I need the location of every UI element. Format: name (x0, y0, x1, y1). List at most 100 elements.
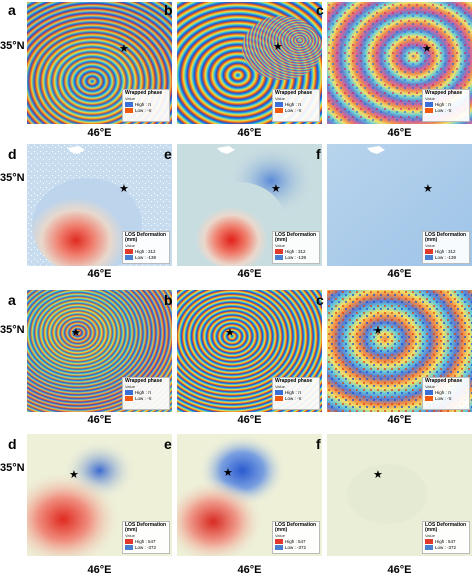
legend-title: LOS Deformation (mm) (125, 232, 167, 243)
star-icon: ★ (423, 183, 433, 195)
star-icon: ★ (119, 183, 129, 195)
deformation-map (27, 434, 172, 556)
deformation-legend: LOS Deformation (mm) Value High : 312 Lo… (272, 231, 320, 264)
latitude-label: 35°N (0, 172, 25, 184)
legend-low: Low : -π (135, 108, 152, 113)
panel-bottom-d: ★ LOS Deformation (mm) Value High : 547 … (27, 434, 172, 556)
panel-label: b (164, 292, 173, 308)
longitude-label: 46°E (87, 414, 112, 426)
panel-label: f (316, 146, 321, 162)
latitude-label: 35°N (0, 462, 25, 474)
star-icon: ★ (373, 469, 383, 481)
deformation-legend: LOS Deformation (mm) Value High : 547 Lo… (272, 521, 320, 554)
deformation-legend: LOS Deformation (mm) Value High : 547 Lo… (122, 521, 170, 554)
star-icon: ★ (225, 327, 235, 339)
legend-high: High : 312 (285, 249, 306, 254)
panel-label: c (316, 2, 324, 18)
deformation-legend: LOS Deformation (mm) Value High : 312 Lo… (122, 231, 170, 264)
star-icon: ★ (422, 43, 432, 55)
star-icon: ★ (223, 467, 233, 479)
fringe-map (327, 290, 472, 412)
legend-high: High : 547 (285, 539, 306, 544)
panel-top-a: ★ Wrapped phase Value High : π Low : -π (27, 2, 172, 124)
legend-low: Low : -139 (285, 255, 307, 260)
fringe-map (327, 2, 472, 124)
longitude-label: 46°E (237, 127, 262, 139)
panel-label: e (164, 436, 172, 452)
panel-bottom-a: ★ Wrapped phase Value High : π Low : -π (27, 290, 172, 412)
legend-low: Low : -π (285, 396, 302, 401)
legend-subtitle: Value (275, 96, 285, 101)
legend-high: High : 547 (135, 539, 156, 544)
legend-high: High : π (435, 390, 452, 395)
phase-legend: Wrapped phase Value High : π Low : -π (272, 377, 320, 410)
phase-legend: Wrapped phase Value High : π Low : -π (272, 89, 320, 122)
legend-title: Wrapped phase (125, 378, 163, 384)
legend-high: High : π (285, 390, 302, 395)
longitude-label: 46°E (87, 127, 112, 139)
panel-label: c (316, 292, 324, 308)
panel-bottom-e: ★ LOS Deformation (mm) Value High : 547 … (177, 434, 322, 556)
legend-low: Low : -π (135, 396, 152, 401)
coastline-shape (67, 146, 85, 154)
coastline-shape (367, 146, 385, 154)
longitude-label: 46°E (387, 564, 412, 576)
deformation-map (177, 144, 322, 266)
legend-title: LOS Deformation (mm) (425, 232, 467, 243)
longitude-label: 46°E (87, 564, 112, 576)
legend-low: Low : -π (435, 108, 452, 113)
legend-high: High : π (135, 390, 152, 395)
star-icon: ★ (119, 43, 129, 55)
legend-title: Wrapped phase (275, 90, 313, 96)
phase-legend: Wrapped phase Value High : π Low : -π (422, 377, 470, 410)
legend-high: High : π (435, 102, 452, 107)
phase-legend: Wrapped phase Value High : π Low : -π (122, 89, 170, 122)
legend-subtitle: Value (125, 96, 135, 101)
legend-high: High : π (135, 102, 152, 107)
deformation-legend: LOS Deformation (mm) Value High : 547 Lo… (422, 521, 470, 554)
legend-title: Wrapped phase (125, 90, 163, 96)
longitude-label: 46°E (387, 268, 412, 280)
latitude-label: 35°N (0, 40, 25, 52)
legend-low: Low : -139 (435, 255, 457, 260)
legend-title: LOS Deformation (mm) (125, 522, 167, 533)
fringe-map (27, 2, 172, 124)
panel-label: e (164, 146, 172, 162)
longitude-label: 46°E (387, 414, 412, 426)
legend-low: Low : -π (435, 396, 452, 401)
legend-high: High : 312 (435, 249, 456, 254)
panel-label: f (316, 436, 321, 452)
panel-bottom-c: ★ Wrapped phase Value High : π Low : -π (327, 290, 472, 412)
panel-top-b: ★ Wrapped phase Value High : π Low : -π (177, 2, 322, 124)
panel-top-d: ★ LOS Deformation (mm) Value High : 312 … (27, 144, 172, 266)
legend-subtitle: Value (275, 533, 285, 538)
panel-top-e: ★ LOS Deformation (mm) Value High : 312 … (177, 144, 322, 266)
longitude-label: 46°E (237, 268, 262, 280)
panel-label: a (8, 292, 16, 308)
legend-title: Wrapped phase (425, 90, 463, 96)
panel-label: d (8, 436, 17, 452)
panel-bottom-b: ★ Wrapped phase Value High : π Low : -π (177, 290, 322, 412)
panel-top-c: ★ Wrapped phase Value High : π Low : -π (327, 2, 472, 124)
star-icon: ★ (271, 183, 281, 195)
longitude-label: 46°E (237, 564, 262, 576)
phase-legend: Wrapped phase Value High : π Low : -π (122, 377, 170, 410)
legend-subtitle: Value (425, 533, 435, 538)
panel-bottom-f: ★ LOS Deformation (mm) Value High : 547 … (327, 434, 472, 556)
legend-low: Low : -372 (285, 545, 307, 550)
legend-title: LOS Deformation (mm) (275, 522, 317, 533)
longitude-label: 46°E (387, 127, 412, 139)
legend-title: Wrapped phase (275, 378, 313, 384)
longitude-label: 46°E (87, 268, 112, 280)
legend-low: Low : -372 (435, 545, 457, 550)
legend-title: LOS Deformation (mm) (275, 232, 317, 243)
panel-label: a (8, 2, 16, 18)
longitude-label: 46°E (237, 414, 262, 426)
legend-title: Wrapped phase (425, 378, 463, 384)
legend-subtitle: Value (425, 96, 435, 101)
legend-subtitle: Value (275, 243, 285, 248)
legend-low: Low : -π (285, 108, 302, 113)
legend-title: LOS Deformation (mm) (425, 522, 467, 533)
star-icon: ★ (69, 469, 79, 481)
panel-top-f: ★ LOS Deformation (mm) Value High : 312 … (327, 144, 472, 266)
